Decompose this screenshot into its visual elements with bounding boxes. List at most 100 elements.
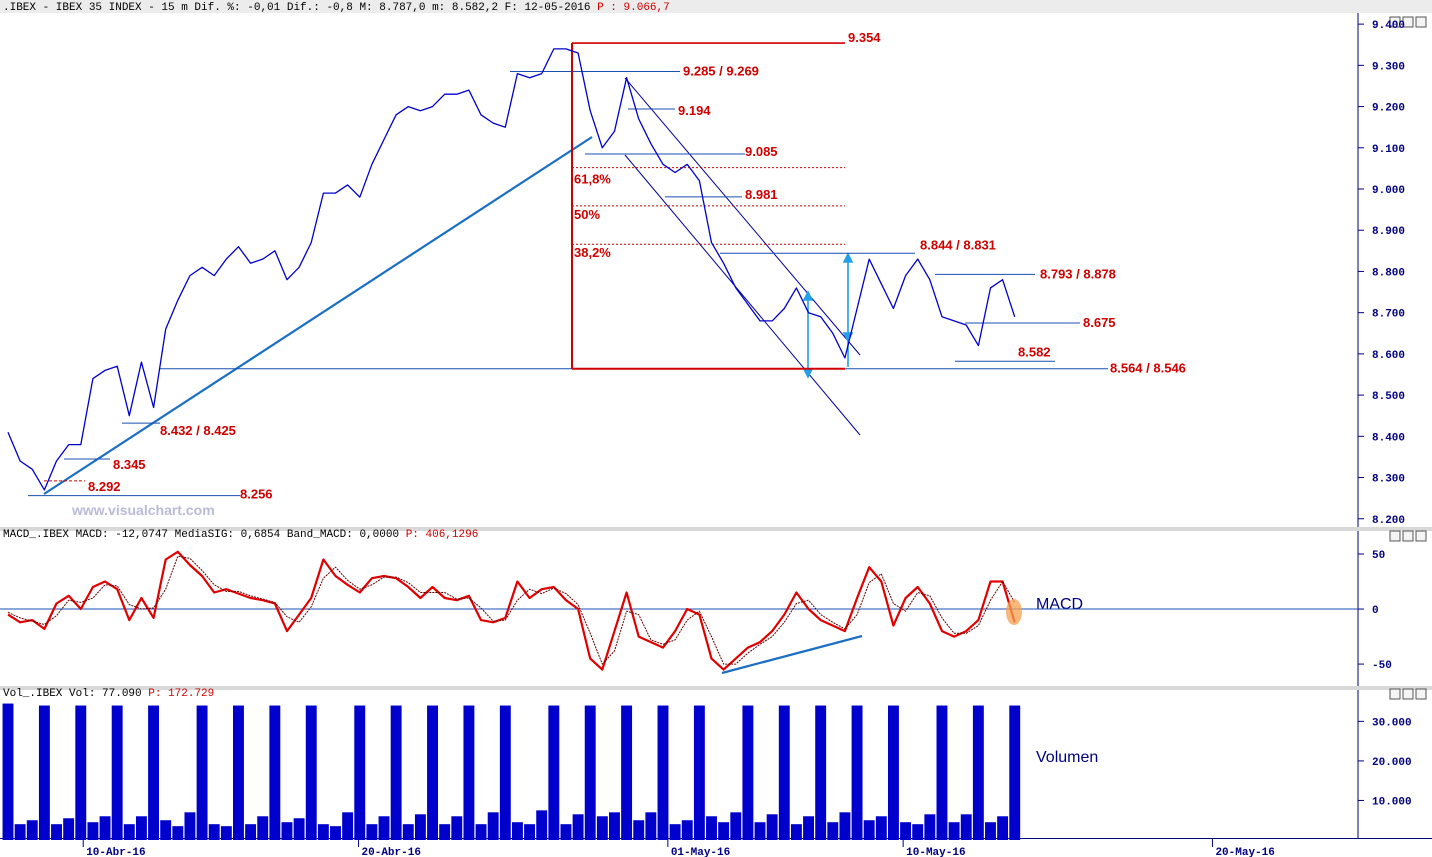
volume-bar (354, 705, 366, 840)
level-label: 50% (574, 207, 600, 222)
volume-bar (414, 814, 426, 840)
y-tick-label: 30.000 (1372, 717, 1412, 729)
y-tick-label: 8.800 (1372, 267, 1405, 279)
level-label: 8.582 (1018, 344, 1051, 359)
volume-bar (718, 822, 730, 840)
volume-bar (924, 814, 936, 840)
volume-bar (936, 705, 948, 840)
volume-bar (75, 705, 87, 840)
y-tick-label: 0 (1372, 605, 1379, 617)
close-button[interactable] (1415, 688, 1427, 700)
volume-bar (402, 824, 414, 840)
volume-bar (511, 822, 523, 840)
panel-separator (0, 527, 1432, 531)
close-button[interactable] (1415, 16, 1427, 28)
level-label: 9.285 / 9.269 (683, 64, 759, 79)
channel-line (624, 154, 861, 436)
volume-bar (378, 816, 390, 840)
level-label: 61,8% (574, 172, 611, 187)
volume-bar (208, 824, 220, 840)
level-label: 9.085 (745, 144, 778, 159)
y-tick-label: 9.200 (1372, 103, 1405, 115)
maximize-button[interactable] (1402, 688, 1414, 700)
level-label: 9.354 (848, 30, 881, 45)
level-label: 8.292 (88, 479, 121, 494)
y-tick-label: 20.000 (1372, 757, 1412, 769)
volume-bar (524, 824, 536, 840)
volume-bar (645, 812, 657, 840)
y-tick-label: 9.400 (1372, 20, 1405, 32)
window-buttons (1389, 16, 1427, 700)
y-tick-label: 8.300 (1372, 474, 1405, 486)
volume-bar (827, 822, 839, 840)
volume-bar (330, 826, 341, 840)
level-label: 9.194 (678, 103, 711, 118)
volume-bar (972, 705, 984, 840)
volume-bar (985, 822, 996, 840)
volume-bar (123, 824, 135, 840)
volume-bar (281, 822, 293, 840)
y-tick-label: 8.600 (1372, 350, 1405, 362)
volume-bar (839, 812, 851, 840)
volume-bar (184, 812, 196, 840)
volume-bar (754, 822, 766, 840)
volume-bar (14, 824, 26, 840)
volume-bar (305, 705, 317, 840)
volume-bar (778, 705, 790, 840)
highlight (1006, 599, 1022, 625)
volume-bar (439, 824, 451, 840)
y-tick-label: 50 (1372, 550, 1385, 562)
volume-bar (38, 705, 50, 840)
panel-label: Volumen (1036, 749, 1098, 766)
volume-bar (815, 705, 827, 840)
volume-bar (99, 816, 111, 840)
volume-bar (499, 705, 511, 840)
volume-bar (742, 705, 754, 840)
level-label: 8.793 / 8.878 (1040, 266, 1116, 281)
minimize-button[interactable] (1389, 530, 1401, 542)
volume-bar (487, 812, 499, 840)
volume-bar (111, 705, 123, 840)
minimize-button[interactable] (1389, 688, 1401, 700)
volume-bar (621, 705, 633, 840)
volume-bar (863, 820, 875, 840)
volume-bar (681, 820, 693, 840)
volume-bar (790, 824, 802, 840)
macd-trend-line (721, 634, 863, 675)
volume-bar (766, 814, 778, 840)
volume-bar (87, 822, 99, 840)
channel-line (624, 77, 861, 356)
volume-bar (451, 816, 463, 840)
maximize-button[interactable] (1402, 530, 1414, 542)
volume-bar (596, 816, 608, 840)
volume-bar (148, 705, 160, 840)
close-button[interactable] (1415, 530, 1427, 542)
volume-bar (220, 826, 232, 840)
watermark: www.visualchart.com (71, 502, 215, 518)
panel-separator (0, 686, 1432, 690)
volume-bar (51, 824, 62, 840)
volume-bar (548, 705, 560, 840)
volume-bar (803, 816, 814, 840)
volume-bar (1009, 705, 1021, 840)
y-tick-label: 10.000 (1372, 796, 1412, 808)
plot: 8.200 8.300 8.400 8.500 8.600 8.700 8.800 8.900… (0, 20, 1412, 857)
volume-bar (293, 818, 305, 840)
panel-title-value: P: 406,1296 (406, 529, 479, 541)
volume-bar (875, 816, 887, 840)
volume-bar (730, 812, 742, 840)
y-tick-label: 9.300 (1372, 61, 1405, 73)
volume-bar (912, 824, 924, 840)
panel-title: MACD_.IBEX MACD: -12,0747 MediaSIG: 0,68… (3, 529, 399, 541)
maximize-button[interactable] (1402, 16, 1414, 28)
volume-bar (948, 822, 960, 840)
y-tick-label: 8.500 (1372, 391, 1405, 403)
volume-bar (245, 824, 257, 840)
volume-bar (475, 824, 487, 840)
y-tick-label: 8.200 (1372, 515, 1405, 527)
volume-bar (172, 826, 184, 840)
volume-bar (342, 812, 354, 840)
volume-bar (26, 820, 38, 840)
minimize-button[interactable] (1389, 16, 1401, 28)
